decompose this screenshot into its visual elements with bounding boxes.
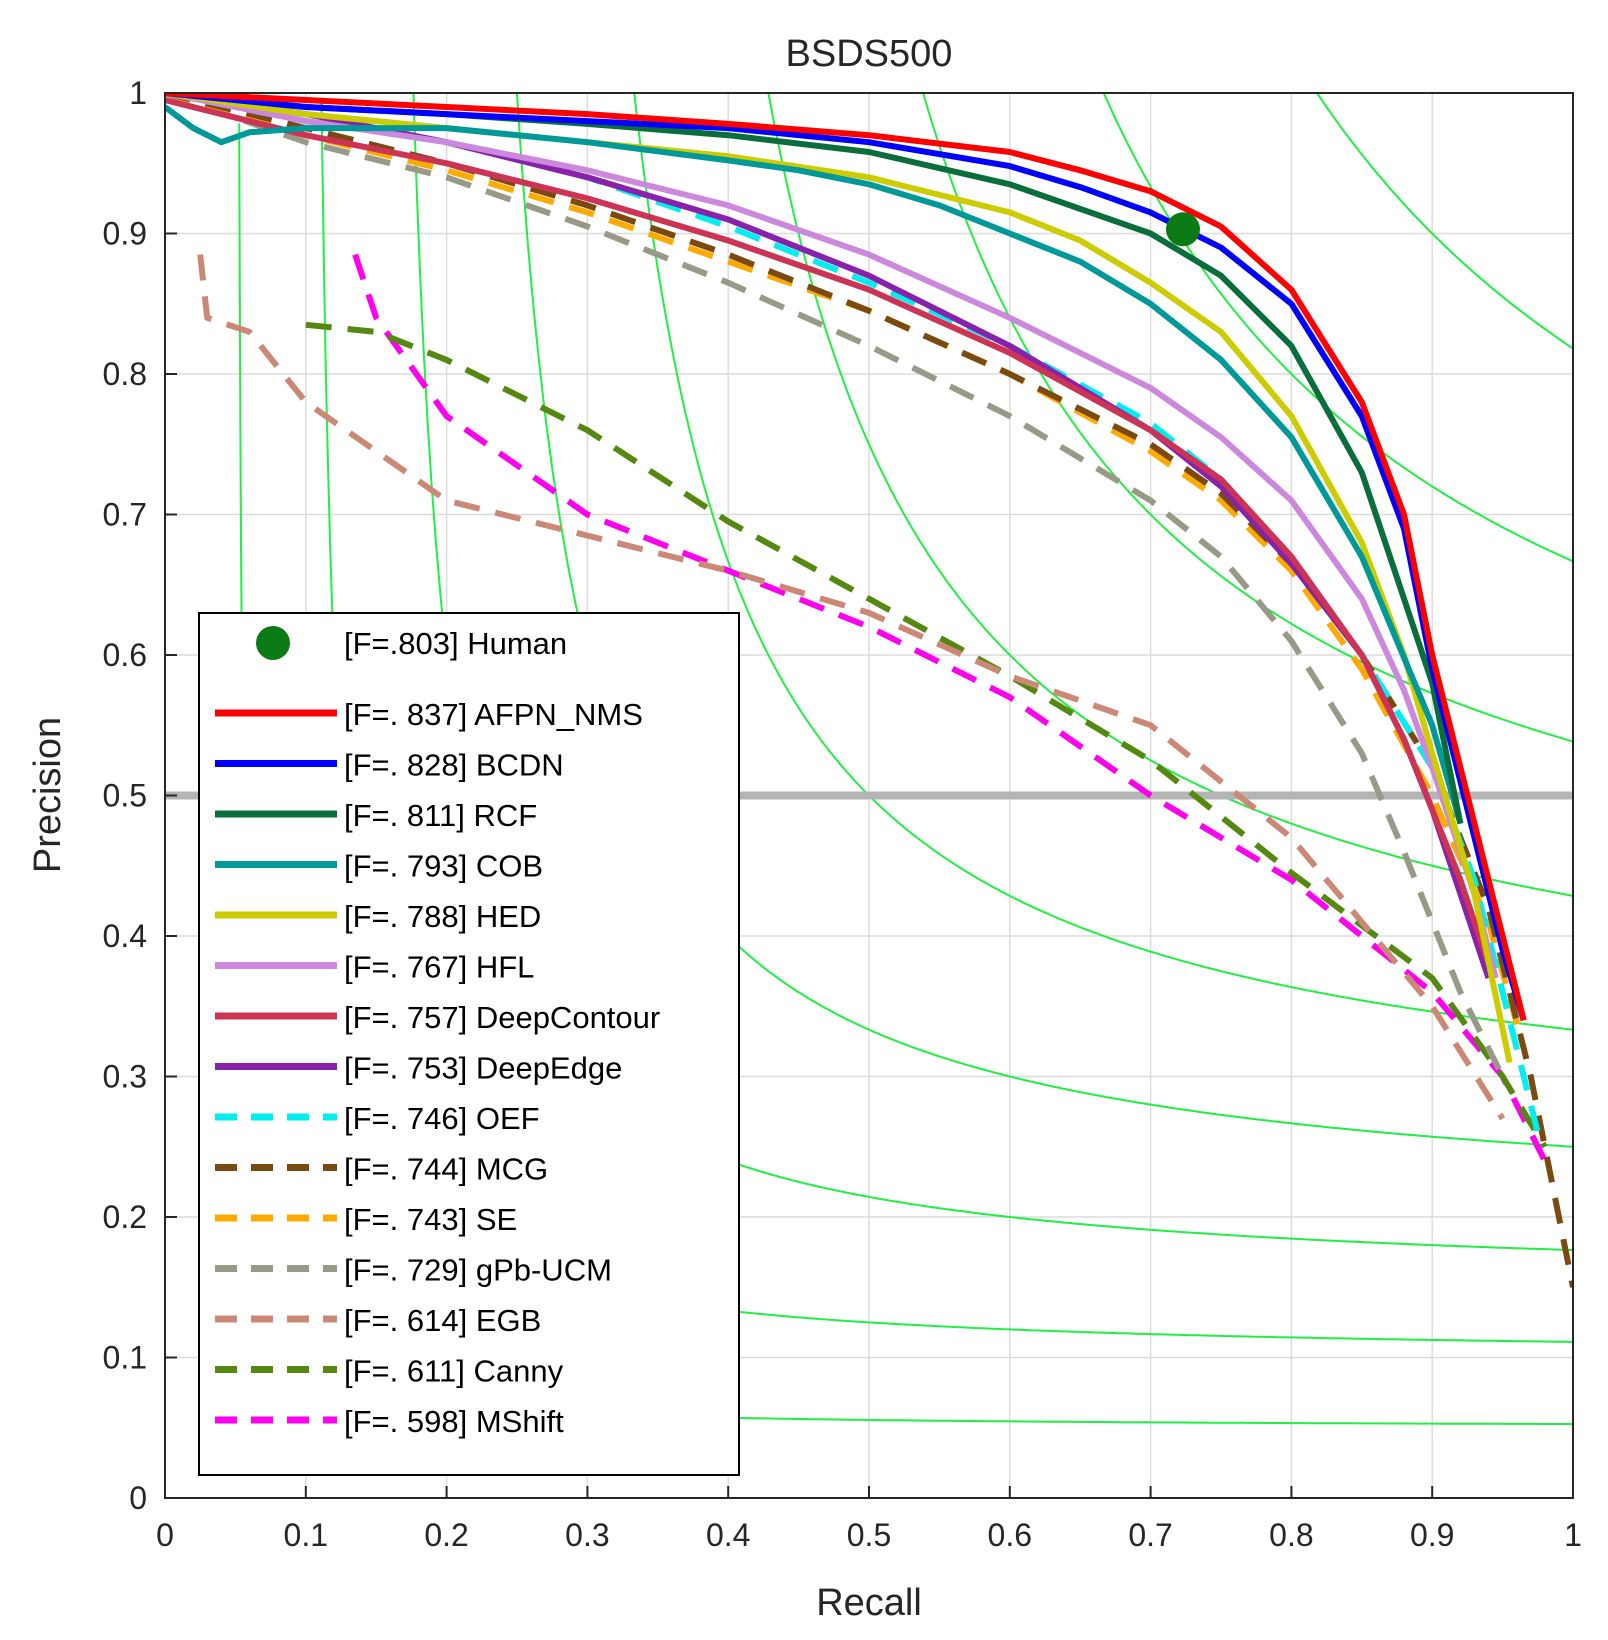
series-line-cob bbox=[165, 104, 1464, 825]
x-tick-label: 0.8 bbox=[1269, 1517, 1313, 1553]
series-line-canny bbox=[305, 321, 1548, 1149]
y-tick-label: 0.1 bbox=[103, 1340, 147, 1376]
series-line-mshift bbox=[352, 253, 1548, 1163]
legend-label-deepcontour: [F=. 757] DeepContour bbox=[344, 1000, 660, 1035]
legend-label-human: [F=.803] Human bbox=[344, 626, 567, 661]
legend-label-cob: [F=. 793] COB bbox=[344, 849, 543, 884]
axis-ticks: 0 0.1 0.2 0.3 0.4 0.5 0.6 0.7 0.8 0.9 1 0 0.1 0.2 0.3 0… bbox=[103, 75, 1582, 1553]
y-tick-label: 1 bbox=[129, 75, 147, 111]
human-point bbox=[1165, 212, 1200, 247]
y-tick-label: 0.3 bbox=[103, 1059, 147, 1095]
y-tick-label: 0.9 bbox=[103, 216, 147, 252]
y-tick-label: 0.8 bbox=[103, 356, 147, 392]
human-layer bbox=[1165, 212, 1200, 247]
x-tick-label: 1 bbox=[1564, 1517, 1582, 1553]
series-layer bbox=[165, 93, 1573, 1288]
y-tick-label: 0.6 bbox=[103, 637, 147, 673]
series-line-bcdn bbox=[165, 93, 1527, 1022]
y-tick-label: 0 bbox=[129, 1480, 147, 1516]
legend-box bbox=[198, 612, 740, 1476]
x-tick-label: 0 bbox=[156, 1517, 174, 1553]
x-tick-label: 0.5 bbox=[847, 1517, 891, 1553]
legend-marker-human bbox=[256, 626, 290, 660]
x-tick-label: 0.4 bbox=[706, 1517, 750, 1553]
legend-label-hed: [F=. 788] HED bbox=[344, 899, 541, 934]
legend-label-hfl: [F=. 767] HFL bbox=[344, 950, 534, 985]
x-tick-label: 0.1 bbox=[284, 1517, 328, 1553]
legend-label-mshift: [F=. 598] MShift bbox=[344, 1404, 564, 1439]
iso-f-curve bbox=[1315, 93, 1573, 350]
y-tick-label: 0.5 bbox=[103, 778, 147, 814]
x-tick-label: 0.3 bbox=[565, 1517, 609, 1553]
legend-label-oef: [F=. 746] OEF bbox=[344, 1101, 540, 1136]
series-line-egb bbox=[197, 254, 1506, 1121]
legend-label-mcg: [F=. 744] MCG bbox=[344, 1152, 548, 1187]
y-tick-label: 0.2 bbox=[103, 1199, 147, 1235]
series-line-gpb-ucm bbox=[165, 93, 1506, 1078]
legend-label-afpn-nms: [F=. 837] AFPN_NMS bbox=[344, 697, 643, 732]
legend-label-se: [F=. 743] SE bbox=[344, 1202, 517, 1237]
iso-f-curve bbox=[1102, 93, 1573, 563]
chart-title: BSDS500 bbox=[786, 33, 953, 75]
legend: [F=.803] Human [F=. 837] AFPN_NMS [F=. 828… bbox=[198, 612, 740, 1476]
series-line-mcg bbox=[165, 93, 1573, 1288]
y-tick-label: 0.7 bbox=[103, 497, 147, 533]
x-tick-label: 0.9 bbox=[1410, 1517, 1454, 1553]
x-tick-label: 0.7 bbox=[1128, 1517, 1172, 1553]
legend-label-rcf: [F=. 811] RCF bbox=[344, 798, 537, 833]
legend-label-deepedge: [F=. 753] DeepEdge bbox=[344, 1051, 622, 1086]
x-tick-label: 0.6 bbox=[988, 1517, 1032, 1553]
x-tick-label: 0.2 bbox=[424, 1517, 468, 1553]
series-line-hfl bbox=[165, 93, 1499, 979]
y-axis-label: Precision bbox=[27, 717, 69, 873]
y-tick-label: 0.4 bbox=[103, 918, 147, 954]
legend-label-gpb-ucm: [F=. 729] gPb-UCM bbox=[344, 1253, 612, 1288]
legend-label-egb: [F=. 614] EGB bbox=[344, 1303, 541, 1338]
series-line-deepcontour bbox=[165, 97, 1492, 966]
legend-label-bcdn: [F=. 828] BCDN bbox=[344, 748, 564, 783]
x-axis-label: Recall bbox=[816, 1582, 922, 1624]
legend-label-canny: [F=. 611] Canny bbox=[344, 1354, 564, 1389]
series-line-afpn-nms bbox=[165, 93, 1527, 1022]
